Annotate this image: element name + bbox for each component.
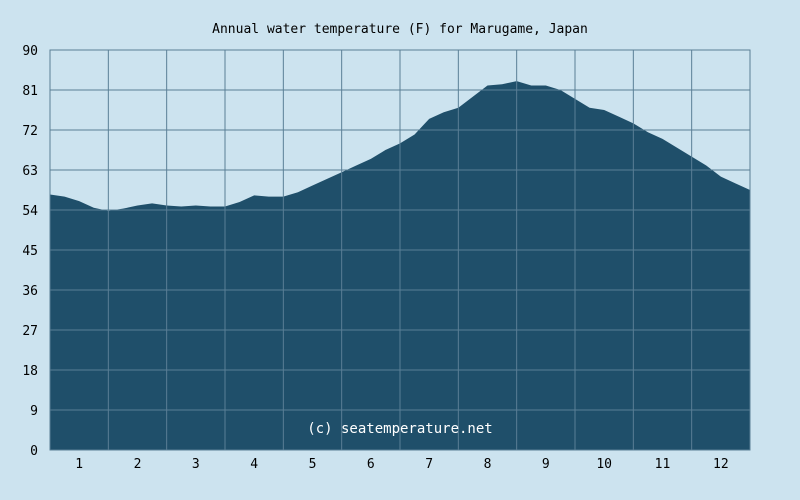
x-tick-label: 9 [542, 457, 550, 472]
x-tick-label: 11 [655, 457, 671, 472]
x-tick-label: 12 [713, 457, 729, 472]
x-axis: 1 2 3 4 5 6 7 8 9 10 11 12 [75, 457, 728, 472]
plot-frame [49, 49, 751, 451]
y-tick-label: 45 [22, 244, 38, 259]
x-tick-label: 7 [425, 457, 433, 472]
y-tick-label: 90 [22, 44, 38, 59]
x-tick-label: 8 [484, 457, 492, 472]
y-tick-label: 0 [30, 444, 38, 459]
x-tick-label: 2 [134, 457, 142, 472]
y-tick-label: 81 [22, 84, 38, 99]
chart-title: Annual water temperature (F) for Marugam… [212, 22, 588, 37]
y-tick-label: 36 [22, 284, 38, 299]
y-tick-label: 18 [22, 364, 38, 379]
y-tick-label: 63 [22, 164, 38, 179]
y-tick-label: 72 [22, 124, 38, 139]
y-axis: 0 9 18 27 36 45 54 63 72 81 90 [22, 44, 38, 459]
x-tick-label: 5 [309, 457, 317, 472]
x-tick-label: 4 [250, 457, 258, 472]
y-tick-label: 54 [22, 204, 38, 219]
x-tick-label: 1 [75, 457, 83, 472]
x-tick-label: 3 [192, 457, 200, 472]
watermark: (c) seatemperature.net [307, 421, 492, 437]
x-tick-label: 6 [367, 457, 375, 472]
x-tick-label: 10 [596, 457, 612, 472]
y-tick-label: 27 [22, 324, 38, 339]
y-tick-label: 9 [30, 404, 38, 419]
plot-area [49, 49, 751, 451]
